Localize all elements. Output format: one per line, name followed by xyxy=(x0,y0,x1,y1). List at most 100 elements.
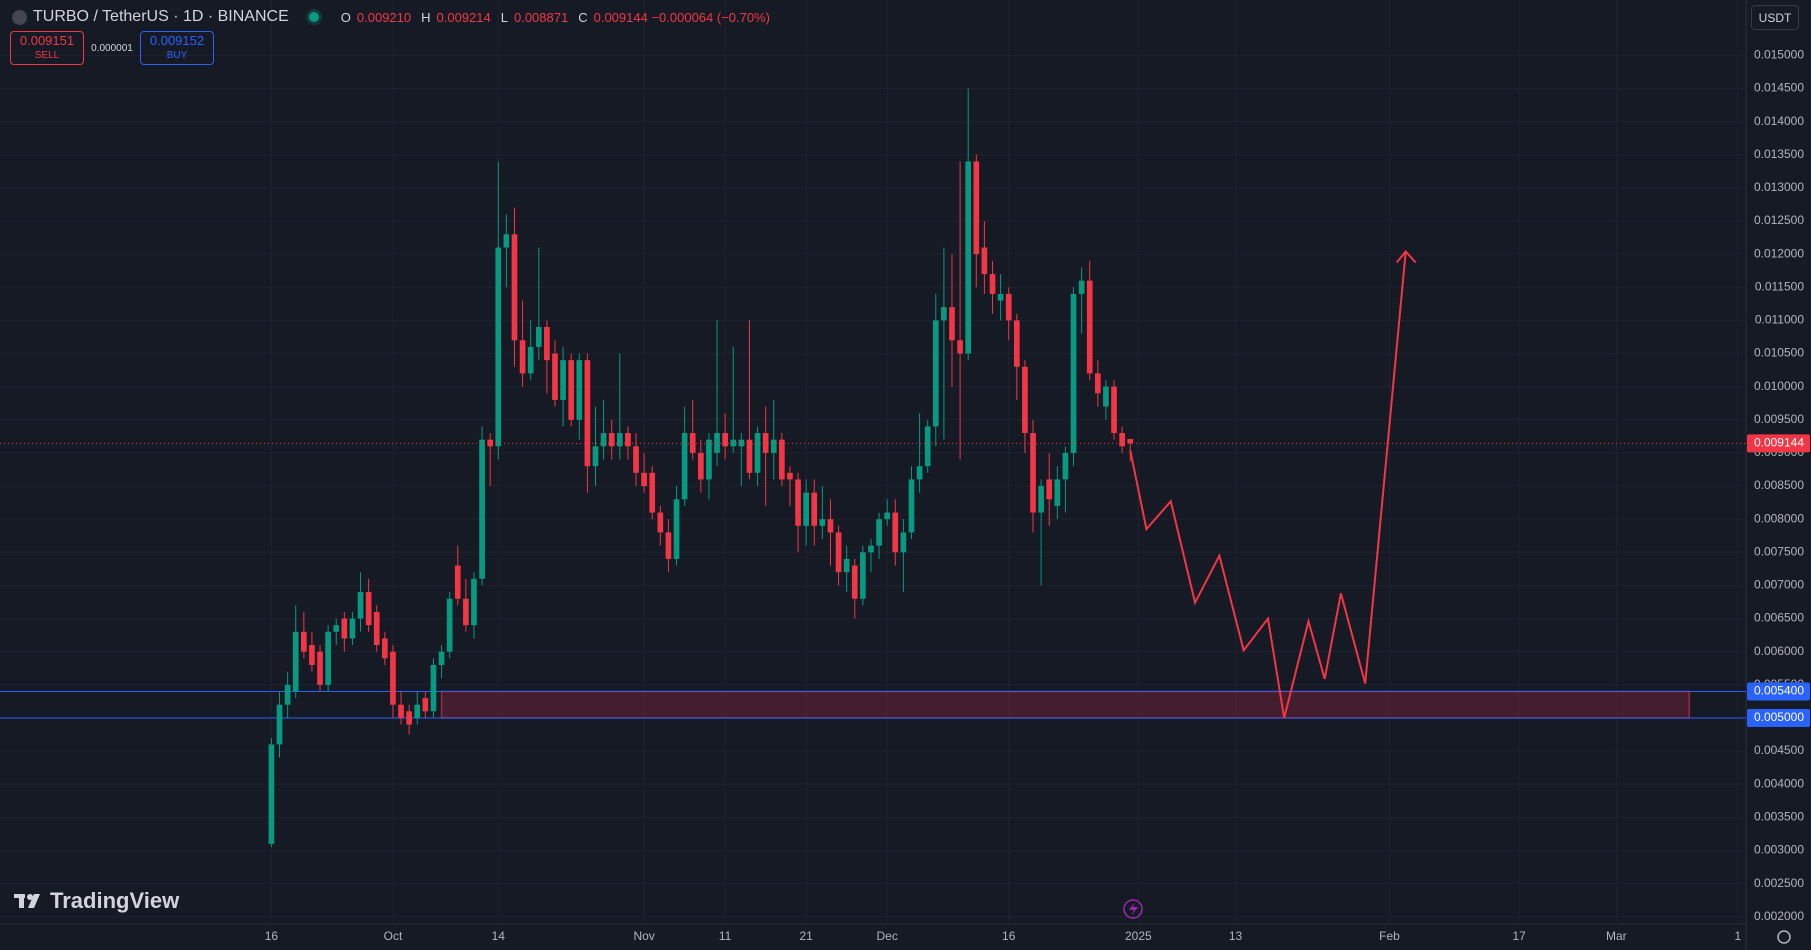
candle-body xyxy=(292,631,299,692)
candle-body xyxy=(414,704,421,718)
y-tick-label: 0.007500 xyxy=(1754,544,1804,558)
candle-body xyxy=(754,433,761,473)
candle-body xyxy=(730,439,737,447)
x-tick-label: 13 xyxy=(1229,929,1243,943)
x-tick-label: 16 xyxy=(1002,929,1016,943)
candle-body xyxy=(1111,386,1117,434)
y-tick-label: 0.009500 xyxy=(1754,412,1804,426)
ohlc-key: O xyxy=(340,9,351,25)
candle-body xyxy=(1013,320,1020,367)
y-tick-label: 0.013000 xyxy=(1754,180,1804,194)
y-tick-label: 0.008500 xyxy=(1754,478,1804,492)
candle-body xyxy=(941,307,947,321)
x-tick-label: Mar xyxy=(1606,929,1627,943)
trade-panel: 0.009151 SELL 0.000001 0.009152 BUY xyxy=(10,31,214,65)
candle-body xyxy=(762,433,769,453)
y-tick-label: 0.014000 xyxy=(1754,114,1804,128)
candle-body xyxy=(819,519,826,526)
candle-body xyxy=(1103,386,1109,407)
candle-body xyxy=(544,327,550,361)
candle-body xyxy=(552,353,558,400)
x-tick-label: Oct xyxy=(384,929,403,943)
candle-body xyxy=(900,532,907,553)
x-tick-label: 1 xyxy=(1735,929,1742,943)
candle-body xyxy=(908,479,915,533)
candle-body xyxy=(989,274,996,294)
candle-body xyxy=(714,433,720,453)
candle-body xyxy=(641,472,647,487)
candle-body xyxy=(463,598,469,626)
y-tick-label: 0.003000 xyxy=(1754,843,1804,857)
symbol-icon xyxy=(12,9,27,25)
candle-body xyxy=(673,499,680,559)
currency-button[interactable]: USDT xyxy=(1751,5,1799,30)
candle-body xyxy=(1078,280,1085,294)
candle-body xyxy=(770,439,777,453)
candle-body xyxy=(625,433,631,447)
candle-body xyxy=(300,631,307,652)
y-tick-label: 0.002500 xyxy=(1754,876,1804,890)
candle-body xyxy=(349,618,356,639)
y-tick-label: 0.013500 xyxy=(1754,147,1804,161)
y-tick-label: 0.006000 xyxy=(1754,644,1804,658)
candle-body xyxy=(681,433,688,500)
candle-body xyxy=(438,651,445,665)
candle-body xyxy=(608,433,615,447)
candle-body xyxy=(535,327,542,347)
candle-body xyxy=(333,625,340,632)
y-tick-label: 0.007000 xyxy=(1754,578,1804,592)
candle-body xyxy=(1005,293,1012,321)
buy-label: BUY xyxy=(166,50,188,61)
candle-body xyxy=(1038,486,1044,513)
candle-body xyxy=(916,466,923,480)
candle-body xyxy=(1030,433,1036,513)
ohlc-value: 0.009144 −0.000064 (−0.70%) xyxy=(593,9,770,25)
candle-body xyxy=(487,439,494,447)
candle-body xyxy=(446,598,453,652)
event-marker xyxy=(1123,899,1143,919)
y-tick-label: 0.014500 xyxy=(1754,81,1804,95)
y-tick-label: 0.010500 xyxy=(1754,346,1804,360)
y-tick-label: 0.004000 xyxy=(1754,776,1804,790)
candle-body xyxy=(268,744,275,844)
y-tick-label: 0.002000 xyxy=(1754,909,1804,923)
candle-body xyxy=(592,446,599,467)
candle-body xyxy=(738,439,745,447)
candle-body xyxy=(317,651,323,685)
sell-price: 0.009151 xyxy=(19,33,75,48)
candle-body xyxy=(454,565,461,599)
candle-body xyxy=(860,552,866,599)
sell-button[interactable]: 0.009151 SELL xyxy=(10,31,84,65)
event-marker-bolt xyxy=(1129,902,1138,916)
candle-body xyxy=(1119,433,1125,447)
ohlc-value: 0.009214 xyxy=(436,9,491,25)
candle-body xyxy=(932,320,939,427)
candle-body xyxy=(1022,366,1028,434)
candle-body xyxy=(1054,479,1061,506)
forecast-arrowhead xyxy=(1395,249,1417,264)
candle-body xyxy=(803,492,809,526)
logo-icon xyxy=(14,894,40,908)
candle-body xyxy=(398,704,404,718)
candle-body xyxy=(876,519,882,546)
ohlc-key: H xyxy=(421,9,431,25)
y-tick-label: 0.012000 xyxy=(1754,246,1804,260)
spread: 0.000001 xyxy=(91,42,133,54)
logo: TradingView xyxy=(14,888,179,914)
y-tick-label: 0.004500 xyxy=(1754,743,1804,757)
x-tick-label: 16 xyxy=(265,929,279,943)
candle-body xyxy=(949,307,955,341)
candle-body xyxy=(957,340,963,354)
candle-body xyxy=(584,360,591,467)
buy-button[interactable]: 0.009152 BUY xyxy=(140,31,214,65)
candle-body xyxy=(406,711,412,725)
y-tick-label: 0.008000 xyxy=(1754,511,1804,525)
candle-body xyxy=(373,611,380,646)
ohlc-key: C xyxy=(578,9,588,25)
settings-icon xyxy=(1777,930,1791,944)
candle-body xyxy=(657,512,664,533)
candle-body xyxy=(779,439,785,480)
candle-body xyxy=(519,340,526,374)
